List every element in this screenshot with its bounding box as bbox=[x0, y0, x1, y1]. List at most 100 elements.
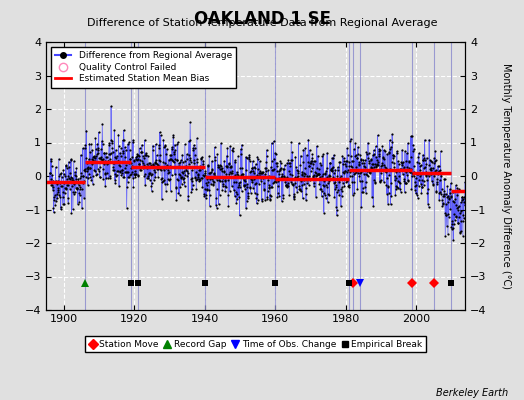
Point bbox=[412, 170, 421, 176]
Point bbox=[226, 164, 235, 170]
Point bbox=[310, 172, 319, 178]
Point bbox=[224, 192, 232, 198]
Point bbox=[448, 217, 456, 224]
Point bbox=[115, 143, 123, 150]
Point bbox=[374, 132, 382, 138]
Point bbox=[424, 186, 432, 192]
Point bbox=[309, 173, 318, 180]
Point bbox=[169, 132, 178, 138]
Point bbox=[166, 156, 174, 163]
Point bbox=[231, 157, 239, 164]
Point bbox=[337, 192, 346, 199]
Point bbox=[83, 168, 91, 174]
Point bbox=[136, 157, 144, 163]
Point bbox=[58, 200, 67, 207]
Point bbox=[332, 183, 340, 190]
Point bbox=[458, 232, 467, 239]
Point bbox=[262, 158, 270, 165]
Point bbox=[190, 174, 199, 180]
Point bbox=[126, 156, 134, 162]
Point bbox=[215, 164, 223, 170]
Point bbox=[112, 155, 120, 161]
Point bbox=[436, 171, 445, 178]
Point bbox=[377, 170, 385, 176]
Point bbox=[115, 183, 123, 189]
Point bbox=[176, 159, 184, 166]
Point bbox=[58, 174, 66, 180]
Point bbox=[431, 157, 440, 163]
Point bbox=[257, 175, 265, 182]
Point bbox=[61, 173, 69, 180]
Point bbox=[320, 183, 329, 190]
Point bbox=[116, 162, 125, 169]
Point bbox=[130, 157, 138, 164]
Point bbox=[329, 174, 337, 180]
Point bbox=[411, 186, 419, 193]
Point bbox=[445, 186, 454, 192]
Point bbox=[420, 155, 428, 162]
Point bbox=[50, 197, 59, 203]
Point bbox=[343, 168, 351, 175]
Point bbox=[407, 186, 416, 192]
Point bbox=[448, 226, 456, 232]
Point bbox=[414, 150, 423, 156]
Point bbox=[345, 158, 354, 165]
Point bbox=[236, 179, 244, 186]
Point bbox=[184, 193, 192, 199]
Point bbox=[374, 162, 383, 168]
Point bbox=[353, 155, 361, 161]
Point bbox=[133, 153, 141, 159]
Point bbox=[263, 196, 271, 203]
Point bbox=[85, 165, 94, 171]
Point bbox=[455, 203, 463, 210]
Point bbox=[233, 196, 242, 202]
Point bbox=[377, 163, 386, 170]
Point bbox=[82, 154, 90, 161]
Point bbox=[69, 206, 77, 213]
Point bbox=[381, 148, 389, 154]
Point bbox=[102, 150, 110, 156]
Point bbox=[187, 158, 195, 165]
Point bbox=[177, 173, 185, 180]
Point bbox=[379, 167, 387, 174]
Point bbox=[398, 147, 406, 153]
Point bbox=[338, 153, 346, 159]
Point bbox=[203, 176, 211, 183]
Point bbox=[63, 182, 71, 188]
Point bbox=[249, 164, 258, 170]
Point bbox=[213, 176, 221, 183]
Point bbox=[325, 171, 333, 178]
Point bbox=[369, 203, 377, 209]
Point bbox=[63, 164, 71, 171]
Point bbox=[372, 164, 380, 170]
Point bbox=[103, 159, 112, 166]
Point bbox=[144, 175, 152, 181]
Point bbox=[179, 159, 187, 166]
Point bbox=[194, 174, 203, 180]
Point bbox=[335, 159, 344, 165]
Point bbox=[129, 170, 138, 177]
Point bbox=[456, 217, 465, 224]
Point bbox=[95, 173, 104, 180]
Point bbox=[346, 138, 355, 144]
Point bbox=[116, 150, 124, 156]
Point bbox=[398, 162, 406, 168]
Point bbox=[204, 162, 212, 168]
Point bbox=[47, 182, 56, 188]
Point bbox=[47, 158, 56, 164]
Point bbox=[433, 171, 442, 177]
Point bbox=[85, 171, 93, 177]
Point bbox=[73, 185, 81, 191]
Point bbox=[422, 169, 430, 175]
Point bbox=[189, 182, 197, 188]
Point bbox=[424, 204, 433, 210]
Point bbox=[149, 146, 157, 153]
Point bbox=[94, 129, 103, 136]
Point bbox=[266, 197, 275, 203]
Point bbox=[149, 161, 158, 168]
Point bbox=[356, 155, 365, 162]
Point bbox=[389, 152, 398, 159]
Point bbox=[375, 153, 384, 159]
Point bbox=[245, 152, 254, 158]
Point bbox=[203, 182, 212, 188]
